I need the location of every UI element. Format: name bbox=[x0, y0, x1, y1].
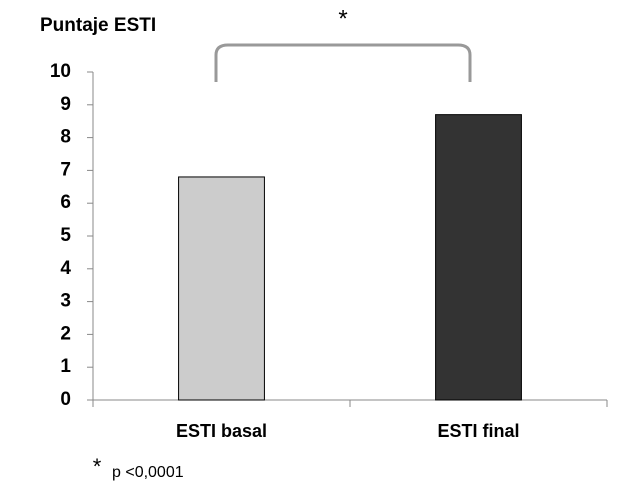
y-tick-label: 0 bbox=[60, 389, 71, 410]
x-tick-label: ESTI final bbox=[437, 421, 519, 441]
y-tick-label: 9 bbox=[60, 94, 71, 115]
y-tick-label: 10 bbox=[50, 61, 71, 82]
significance-mark: * bbox=[338, 5, 347, 32]
y-tick-label: 6 bbox=[60, 192, 71, 213]
y-tick-label: 7 bbox=[60, 159, 71, 180]
y-tick-label: 5 bbox=[60, 225, 71, 246]
y-tick-label: 4 bbox=[60, 258, 71, 279]
y-tick-label: 3 bbox=[60, 291, 71, 312]
footnote: p <0,0001 bbox=[112, 464, 184, 481]
y-tick-label: 1 bbox=[60, 356, 71, 377]
bar bbox=[435, 114, 522, 401]
y-tick-label: 8 bbox=[60, 127, 71, 148]
y-tick-label: 2 bbox=[60, 323, 71, 344]
bar bbox=[178, 176, 265, 401]
significance-bracket bbox=[214, 43, 472, 83]
x-tick-label: ESTI basal bbox=[176, 421, 267, 441]
footnote-symbol: * bbox=[93, 454, 102, 479]
chart-title: Puntaje ESTI bbox=[40, 15, 156, 36]
